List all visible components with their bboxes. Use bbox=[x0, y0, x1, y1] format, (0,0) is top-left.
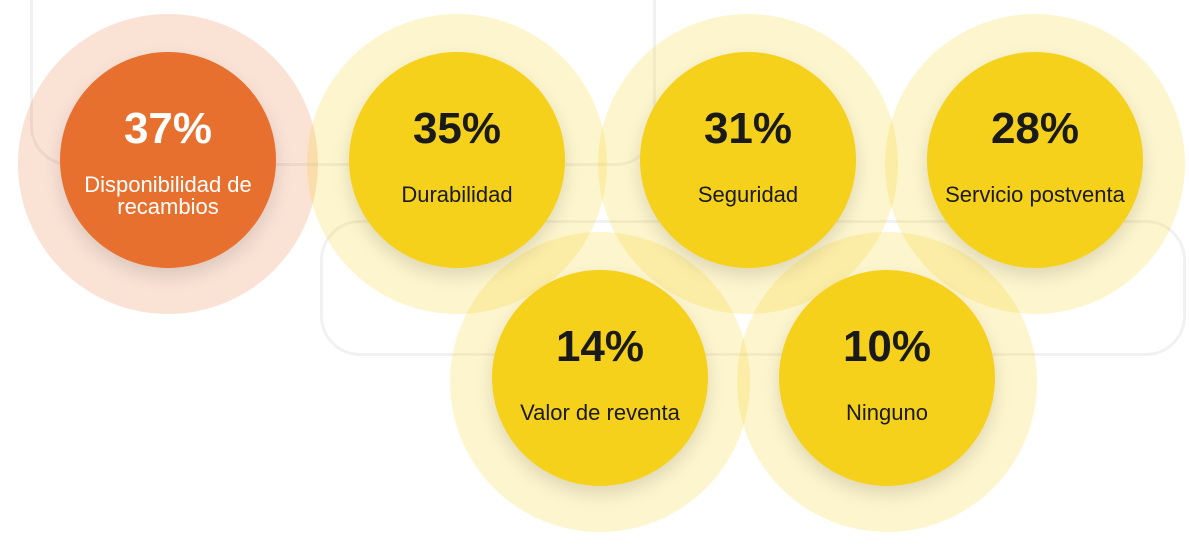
category-label: Ninguno bbox=[793, 402, 981, 424]
category-label: Durabilidad bbox=[363, 184, 551, 206]
percentage-label: 14% bbox=[492, 322, 708, 372]
percentage-label: 35% bbox=[349, 104, 565, 154]
percentage-label: 10% bbox=[779, 322, 995, 372]
value-circle: 10% Ninguno bbox=[779, 270, 995, 486]
value-circle: 14% Valor de reventa bbox=[492, 270, 708, 486]
value-circle: 37% Disponibilidad de recambios bbox=[60, 52, 276, 268]
value-circle: 35% Durabilidad bbox=[349, 52, 565, 268]
category-label: Servicio postventa bbox=[941, 184, 1129, 206]
percentage-label: 28% bbox=[927, 104, 1143, 154]
category-label: Disponibilidad de recambios bbox=[74, 174, 262, 218]
percentage-label: 37% bbox=[60, 104, 276, 154]
category-label: Seguridad bbox=[654, 184, 842, 206]
category-label: Valor de reventa bbox=[506, 402, 694, 424]
value-circle: 31% Seguridad bbox=[640, 52, 856, 268]
percentage-label: 31% bbox=[640, 104, 856, 154]
value-circle: 28% Servicio postventa bbox=[927, 52, 1143, 268]
infographic: 37% Disponibilidad de recambios 35% Durabil… bbox=[0, 0, 1189, 559]
